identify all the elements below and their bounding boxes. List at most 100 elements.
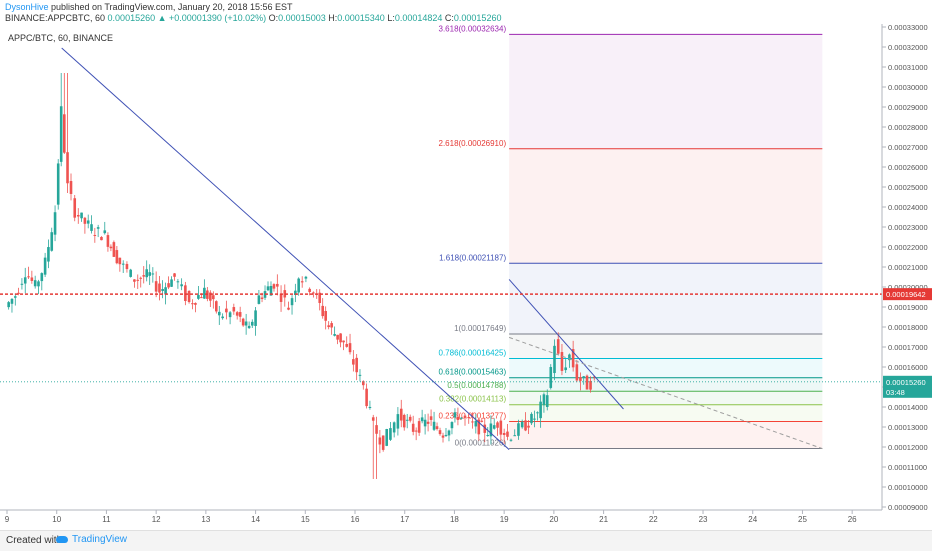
candle-body bbox=[423, 419, 427, 427]
fib-zone bbox=[509, 421, 823, 449]
candle-body bbox=[96, 227, 100, 229]
candle-body bbox=[327, 325, 330, 328]
y-tick-label: 0.00017000 bbox=[888, 343, 928, 352]
candle-body bbox=[453, 412, 457, 418]
fib-level-label: 0.5(0.00014788) bbox=[447, 381, 506, 390]
bar-countdown-label: 03:48 bbox=[886, 388, 905, 397]
fib-zone bbox=[509, 391, 823, 405]
hline-price-tag bbox=[883, 288, 932, 301]
candle-body bbox=[560, 352, 564, 371]
x-tick-label: 23 bbox=[699, 515, 708, 524]
candle-body bbox=[348, 343, 352, 353]
candle-body bbox=[215, 301, 218, 312]
candle-body bbox=[318, 292, 322, 303]
candle-body bbox=[496, 422, 499, 428]
candle-body bbox=[241, 318, 245, 326]
candle-body bbox=[269, 285, 273, 296]
candle-body bbox=[266, 286, 270, 291]
candle-body bbox=[83, 217, 87, 224]
candle-body bbox=[352, 359, 355, 365]
candle-body bbox=[524, 420, 527, 431]
candle-body bbox=[575, 364, 579, 381]
y-tick-label: 0.00032000 bbox=[888, 43, 928, 52]
candle-body bbox=[80, 212, 83, 219]
candle-body bbox=[441, 435, 445, 438]
y-tick-label: 0.00019000 bbox=[888, 303, 928, 312]
candle-body bbox=[86, 220, 90, 224]
candle-body bbox=[330, 323, 333, 328]
candle-body bbox=[396, 414, 400, 429]
fib-level-label: 0.382(0.00014113) bbox=[439, 395, 506, 404]
candle-body bbox=[232, 307, 236, 312]
candle-body bbox=[254, 310, 257, 326]
candle-body bbox=[405, 419, 409, 421]
candle-body bbox=[399, 408, 403, 421]
publish-text: published on TradingView.com, January 20… bbox=[48, 2, 293, 12]
candle-body bbox=[520, 421, 524, 428]
x-tick-label: 20 bbox=[549, 515, 558, 524]
candle-body bbox=[180, 284, 183, 287]
candle-body bbox=[432, 421, 436, 430]
candle-body bbox=[492, 425, 496, 429]
brand-link[interactable]: TradingView bbox=[56, 534, 127, 545]
candle-body bbox=[47, 247, 50, 262]
candle-body bbox=[336, 334, 339, 340]
y-tick-label: 0.00009000 bbox=[888, 503, 928, 512]
candle-body bbox=[184, 285, 187, 302]
close-value: 0.00015260 bbox=[453, 13, 502, 23]
candle-body bbox=[53, 212, 57, 235]
candle-body bbox=[545, 395, 549, 407]
candle-body bbox=[517, 423, 520, 436]
candle-body bbox=[333, 334, 336, 336]
candle-body bbox=[158, 283, 161, 293]
fib-zone bbox=[509, 358, 823, 378]
fib-level-label: 0(0.00011926) bbox=[455, 438, 507, 447]
candle-body bbox=[276, 283, 279, 287]
candle-body bbox=[228, 312, 232, 318]
x-tick-label: 16 bbox=[351, 515, 360, 524]
candle-body bbox=[389, 428, 392, 440]
author-link[interactable]: DysonHive bbox=[5, 2, 49, 12]
candle-body bbox=[483, 424, 487, 433]
candle-body bbox=[154, 281, 158, 292]
candle-body bbox=[194, 302, 197, 305]
hline-price-tag-label: 0.00019642 bbox=[886, 290, 926, 299]
candle-body bbox=[429, 416, 433, 420]
y-tick-label: 0.00010000 bbox=[888, 483, 928, 492]
candle-body bbox=[435, 426, 439, 430]
candle-body bbox=[568, 354, 571, 361]
candle-body bbox=[408, 416, 412, 421]
high-label: H: bbox=[328, 13, 338, 23]
candle-body bbox=[30, 277, 34, 281]
y-tick-label: 0.00023000 bbox=[888, 223, 928, 232]
candle-body bbox=[50, 232, 54, 251]
candle-body bbox=[417, 421, 421, 433]
price-chart-svg[interactable]: 0(0.00011926)0.236(0.00013277)0.382(0.00… bbox=[0, 23, 932, 530]
candle-body bbox=[536, 412, 539, 414]
footer: Created with TradingView bbox=[0, 530, 932, 551]
candle-body bbox=[118, 257, 122, 265]
candle-body bbox=[542, 394, 546, 406]
candle-body bbox=[447, 430, 451, 436]
candle-body bbox=[513, 435, 517, 437]
x-tick-label: 18 bbox=[450, 515, 459, 524]
candle-body bbox=[43, 257, 47, 275]
fib-zone bbox=[509, 334, 823, 359]
chart-area[interactable]: 0(0.00011926)0.236(0.00013277)0.382(0.00… bbox=[0, 23, 932, 530]
chart-title: APPC/BTC, 60, BINANCE bbox=[8, 33, 113, 43]
candle-body bbox=[200, 297, 203, 299]
x-tick-label: 11 bbox=[102, 515, 111, 524]
candle-body bbox=[76, 214, 80, 217]
candle-body bbox=[121, 263, 125, 265]
candle-body bbox=[381, 435, 385, 450]
candle-body bbox=[312, 292, 315, 294]
trendline bbox=[508, 279, 624, 410]
ohlc-line: BINANCE:APPCBTC, 60 0.00015260 ▲ +0.0000… bbox=[5, 13, 501, 23]
candle-body bbox=[290, 298, 294, 306]
candle-body bbox=[392, 422, 396, 433]
y-tick-label: 0.00029000 bbox=[888, 103, 928, 112]
candle-body bbox=[358, 374, 362, 376]
candle-body bbox=[300, 281, 304, 283]
candle-body bbox=[411, 423, 415, 432]
candle-body bbox=[17, 292, 20, 294]
